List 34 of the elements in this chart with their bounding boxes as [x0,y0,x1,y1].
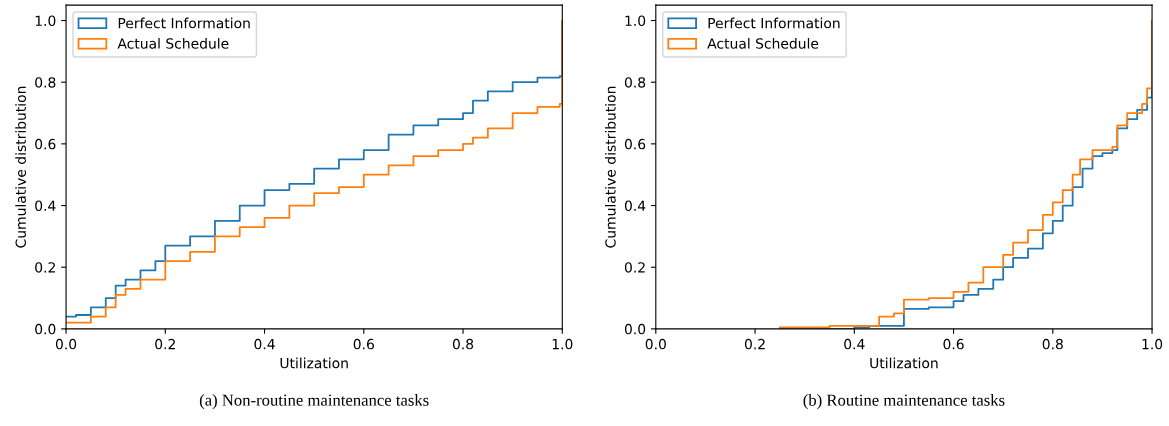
y-tick-label: 0.0 [624,323,646,335]
y-axis-title: Cumulative distribution [15,86,26,248]
x-tick-label: 0.4 [844,338,865,350]
x-tick-label: 0.4 [254,338,275,350]
x-tick-label: 0.2 [744,338,765,350]
y-tick-label: 0.6 [624,138,646,150]
legend-label: Actual Schedule [117,38,229,49]
x-tick-label: 1.0 [1142,338,1163,350]
x-tick-label: 0.0 [55,338,77,350]
x-tick-label: 0.8 [1042,338,1063,350]
y-tick-label: 1.0 [35,15,56,26]
y-tick-label: 0.4 [35,200,56,212]
y-tick-label: 0.4 [624,200,646,212]
y-tick-label: 0.2 [624,262,645,273]
y-axis-title: Cumulative distribution [605,86,616,248]
x-tick-label: 0.8 [452,338,474,350]
x-tick-label: 0.6 [353,338,374,350]
y-tick-label: 0.2 [35,262,55,273]
x-tick-label: 0.2 [155,338,175,350]
legend-label: Perfect Information [708,17,840,29]
y-tick-label: 0.8 [624,77,646,88]
y-tick-label: 0.6 [35,138,56,150]
legend-label: Perfect Information [118,17,250,29]
text: (b) Routine maintenance tasks [803,394,1005,410]
legend-label: Actual Schedule [707,38,819,49]
y-tick-label: 1.0 [625,15,646,26]
text: (a) Non-routine maintenance tasks [199,394,429,410]
x-tick-label: 0.6 [943,338,964,350]
x-tick-label: 1.0 [552,338,573,350]
x-axis-title: Utilization [870,357,938,369]
y-tick-label: 0.0 [35,323,56,335]
x-tick-label: 0.0 [645,338,666,350]
x-axis-title: Utilization [280,357,348,369]
y-tick-label: 0.8 [35,77,56,88]
